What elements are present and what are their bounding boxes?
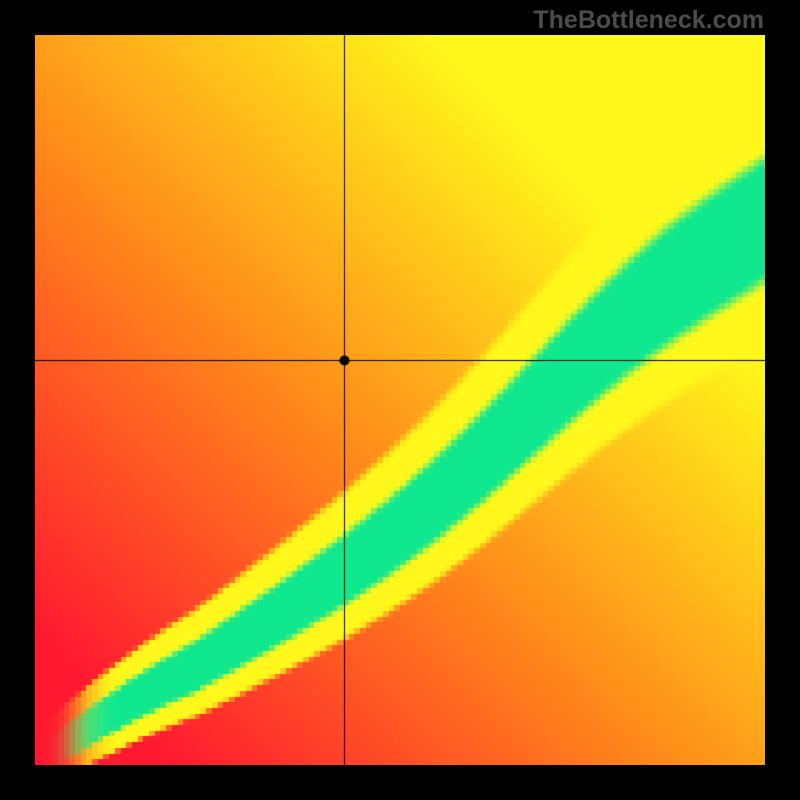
watermark-text: TheBottleneck.com <box>533 6 764 35</box>
bottleneck-heatmap <box>35 35 765 765</box>
chart-container: TheBottleneck.com <box>0 0 800 800</box>
